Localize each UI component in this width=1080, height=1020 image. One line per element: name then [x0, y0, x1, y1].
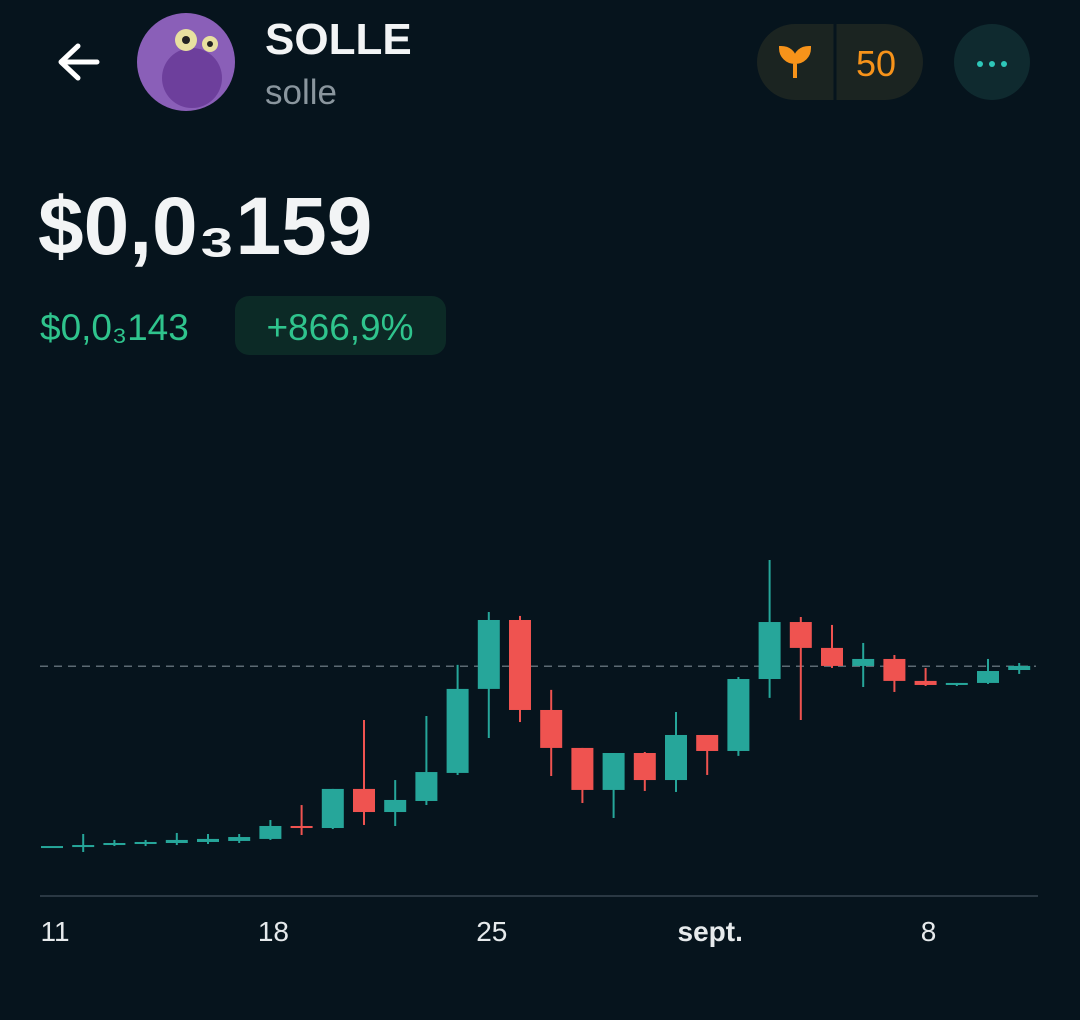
change-pill [235, 296, 446, 355]
candle-body [290, 825, 313, 829]
candle-body [696, 734, 719, 751]
candle-body [384, 799, 407, 813]
candle-body [446, 688, 469, 773]
sprout-icon [778, 45, 812, 78]
candle-body [103, 842, 126, 846]
candle-body [821, 647, 843, 666]
candle-body [165, 839, 188, 843]
candle-body [540, 709, 563, 748]
candle-body [789, 622, 812, 648]
candle-body [197, 838, 219, 842]
candle-body [509, 619, 531, 710]
x-tick-label: 11 [40, 916, 69, 947]
candle-body [914, 680, 937, 685]
price-change: +866,9% [266, 307, 413, 348]
token-name: SOLLE [265, 15, 412, 64]
score-pill[interactable]: 50 [757, 24, 923, 100]
x-tick-label: sept. [678, 916, 743, 947]
candle-body [602, 753, 625, 790]
avatar-body [162, 48, 222, 108]
candle-body [353, 788, 375, 813]
more-button[interactable] [954, 24, 1030, 100]
candle-body [665, 734, 687, 781]
candle-body [415, 772, 438, 801]
avatar-pupil [207, 41, 213, 47]
candle-body [228, 837, 251, 841]
back-button[interactable] [58, 43, 100, 81]
dot [989, 61, 995, 67]
candle-body [259, 825, 282, 839]
back-arrow [58, 43, 100, 81]
candle-body [758, 622, 781, 680]
candle-body [41, 846, 63, 849]
x-tick-label: 8 [921, 916, 937, 947]
candle-body [134, 841, 157, 845]
candle-body [727, 679, 750, 751]
avatar [137, 13, 235, 111]
candle-body [1008, 665, 1031, 670]
candle-body [571, 747, 594, 790]
dot [1001, 61, 1007, 67]
candle-body [633, 753, 656, 781]
avatar-pupil [182, 36, 190, 44]
candle-body [72, 845, 95, 848]
x-tick-label: 18 [258, 916, 289, 947]
current-price: $0,0₃159 [38, 181, 372, 272]
candle-body [977, 671, 999, 683]
token-ticker: solle [265, 73, 337, 112]
reference-price: $0,0₃143 [40, 307, 189, 348]
candle-body [945, 682, 968, 685]
candle-body [883, 658, 906, 681]
candlestick-chart: 11 18 25 sept. 8 [40, 559, 1036, 947]
candle-body [321, 788, 344, 829]
x-tick-label: 25 [476, 916, 507, 947]
dot [977, 61, 983, 67]
candle-body [852, 658, 875, 666]
pill-bg [757, 24, 923, 100]
candle-body [477, 619, 500, 689]
score-value: 50 [856, 43, 896, 84]
